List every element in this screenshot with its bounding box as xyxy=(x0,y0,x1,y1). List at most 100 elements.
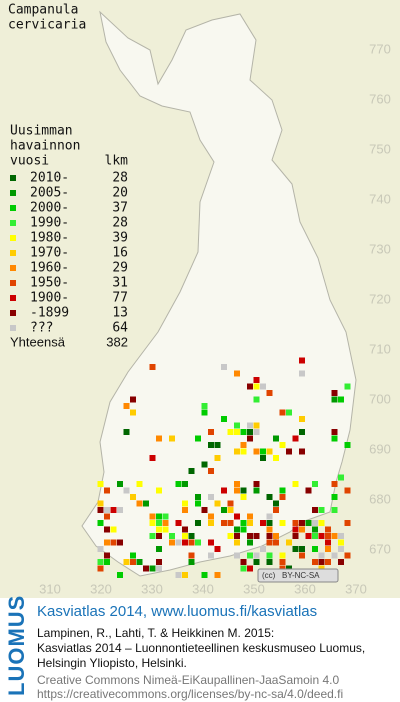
occurrence-square xyxy=(266,526,273,533)
occurrence-square xyxy=(266,513,273,520)
occurrence-square xyxy=(240,494,247,500)
legend-label: 1900- xyxy=(30,291,69,306)
occurrence-square xyxy=(247,429,253,435)
legend-count: 28 xyxy=(112,216,128,231)
occurrence-square xyxy=(201,403,208,409)
occurrence-square xyxy=(182,481,188,487)
occurrence-square xyxy=(344,442,351,448)
occurrence-square xyxy=(253,487,260,494)
license-badge: (cc) BY-NC-SA xyxy=(257,568,339,583)
legend-swatch xyxy=(10,265,16,271)
occurrence-square xyxy=(273,435,279,442)
y-tick-label: 760 xyxy=(369,91,391,106)
occurrence-square xyxy=(110,507,117,513)
occurrence-square xyxy=(266,520,273,526)
occurrence-square xyxy=(312,526,318,533)
legend-count: 13 xyxy=(112,306,128,321)
occurrence-square xyxy=(234,481,240,487)
legend-count: 37 xyxy=(112,201,128,216)
occurrence-square xyxy=(331,396,338,403)
occurrence-square xyxy=(266,559,273,565)
y-tick-label: 710 xyxy=(369,341,391,356)
occurrence-square xyxy=(338,559,344,565)
occurrence-square xyxy=(331,552,338,559)
occurrence-square xyxy=(195,500,201,507)
legend-label: 2005- xyxy=(30,186,69,201)
occurrence-square xyxy=(292,546,299,552)
legend-count: 28 xyxy=(112,171,128,186)
occurrence-square xyxy=(214,442,221,448)
legend-swatch xyxy=(10,205,16,211)
occurrence-square xyxy=(331,435,338,442)
legend-label: ??? xyxy=(30,321,53,336)
y-tick-label: 730 xyxy=(369,241,391,256)
occurrence-square xyxy=(162,520,169,526)
occurrence-square xyxy=(201,461,208,468)
occurrence-square xyxy=(279,494,286,500)
license-line: Creative Commons Nimeä-EiKaupallinen-Jaa… xyxy=(37,673,340,687)
occurrence-square xyxy=(175,520,182,526)
y-tick-label: 720 xyxy=(369,291,391,306)
occurrence-square xyxy=(312,533,318,539)
occurrence-square xyxy=(338,396,344,403)
occurrence-square xyxy=(312,481,318,487)
occurrence-square xyxy=(253,559,260,565)
occurrence-square xyxy=(227,520,234,526)
occurrence-square xyxy=(240,526,247,533)
occurrence-square xyxy=(201,409,208,416)
occurrence-square xyxy=(344,552,351,559)
occurrence-square xyxy=(117,481,123,487)
occurrence-square xyxy=(182,526,188,533)
occurrence-square xyxy=(195,520,201,526)
occurrence-square xyxy=(143,565,149,572)
x-tick-label: 360 xyxy=(294,581,316,596)
occurrence-square xyxy=(299,357,305,364)
occurrence-square xyxy=(260,448,266,455)
legend-count: 31 xyxy=(112,276,128,291)
occurrence-square xyxy=(123,429,130,435)
occurrence-square xyxy=(182,539,188,546)
occurrence-square xyxy=(240,429,247,435)
occurrence-square xyxy=(247,422,253,429)
occurrence-square xyxy=(240,559,247,565)
occurrence-square xyxy=(253,533,260,539)
y-tick-label: 740 xyxy=(369,191,391,206)
occurrence-square xyxy=(292,481,299,487)
occurrence-square xyxy=(260,383,266,390)
occurrence-square xyxy=(253,552,260,559)
occurrence-square xyxy=(279,552,286,559)
occurrence-square xyxy=(221,487,227,494)
occurrence-square xyxy=(104,552,110,559)
occurrence-square xyxy=(156,513,162,520)
occurrence-square xyxy=(338,546,344,552)
occurrence-square xyxy=(221,507,227,513)
occurrence-square xyxy=(344,487,351,494)
occurrence-square xyxy=(266,448,273,455)
occurrence-square xyxy=(130,409,136,416)
occurrence-square xyxy=(117,507,123,513)
occurrence-square xyxy=(208,513,214,520)
occurrence-square xyxy=(292,526,299,533)
occurrence-square xyxy=(149,565,156,572)
occurrence-square xyxy=(123,559,130,565)
occurrence-square xyxy=(247,552,253,559)
legend-column: vuosi xyxy=(10,154,49,169)
occurrence-square xyxy=(97,559,104,565)
legend-label: 1970- xyxy=(30,246,69,261)
legend-label: 1950- xyxy=(30,276,69,291)
occurrence-square xyxy=(104,526,110,533)
occurrence-square xyxy=(169,539,175,546)
badge-text: BY-NC-SA xyxy=(282,571,320,580)
occurrence-square xyxy=(169,435,175,442)
occurrence-square xyxy=(208,429,214,435)
occurrence-square xyxy=(97,565,104,572)
occurrence-square xyxy=(156,487,162,494)
occurrence-square xyxy=(175,481,182,487)
occurrence-square xyxy=(156,565,162,572)
occurrence-square xyxy=(253,429,260,435)
y-tick-label: 670 xyxy=(369,541,391,556)
occurrence-square xyxy=(312,546,318,552)
occurrence-square xyxy=(208,552,214,559)
occurrence-square xyxy=(156,533,162,539)
y-tick-label: 700 xyxy=(369,391,391,406)
